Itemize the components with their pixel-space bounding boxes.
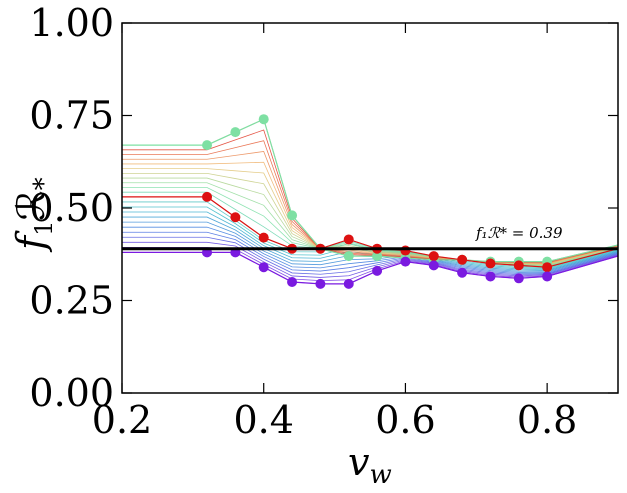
y-tick-label: 0.00	[29, 371, 114, 415]
data-point	[372, 251, 383, 262]
data-point	[343, 234, 354, 245]
x-tick-label: 0.8	[517, 398, 577, 442]
data-point	[542, 262, 553, 273]
plot-frame	[121, 22, 619, 394]
data-point	[457, 267, 468, 278]
y-axis-label: f1ℛ*	[9, 177, 59, 253]
y-tick-label: 0.50	[29, 186, 114, 230]
family-line	[122, 172, 619, 266]
data-point	[287, 277, 298, 287]
data-point	[343, 251, 354, 262]
data-point	[230, 212, 241, 223]
data-point	[400, 256, 411, 267]
data-point	[258, 114, 269, 125]
data-point	[372, 265, 383, 276]
x-axis-label: vw	[348, 440, 392, 490]
data-point	[202, 191, 213, 202]
data-point	[485, 258, 496, 269]
reference-annotation: f₁ℛ* = 0.39	[475, 224, 563, 242]
data-point	[428, 251, 439, 262]
y-tick-labels: 0.00 0.25 0.50 0.75 1.00	[29, 1, 114, 415]
data-point	[513, 260, 524, 271]
axis-ticks	[121, 22, 618, 394]
data-point	[485, 271, 496, 282]
data-point	[258, 262, 269, 273]
x-tick-label: 0.4	[233, 398, 293, 442]
data-point	[343, 278, 354, 289]
data-point	[428, 260, 439, 271]
data-point	[457, 254, 468, 265]
data-point	[202, 140, 213, 151]
y-tick-label: 1.00	[29, 1, 114, 45]
x-tick-labels: 0.2 0.4 0.6 0.8	[92, 398, 578, 442]
family-line	[122, 231, 619, 274]
data-point	[287, 210, 298, 221]
data-point	[542, 271, 553, 282]
data-point	[513, 273, 524, 284]
x-tick-label: 0.2	[92, 398, 152, 442]
y-tick-label: 0.25	[29, 279, 114, 323]
data-point	[400, 245, 411, 256]
y-tick-label: 0.75	[29, 94, 114, 138]
x-tick-label: 0.6	[375, 398, 435, 442]
data-point	[230, 127, 241, 138]
data-point	[315, 278, 326, 289]
data-point	[258, 232, 269, 243]
